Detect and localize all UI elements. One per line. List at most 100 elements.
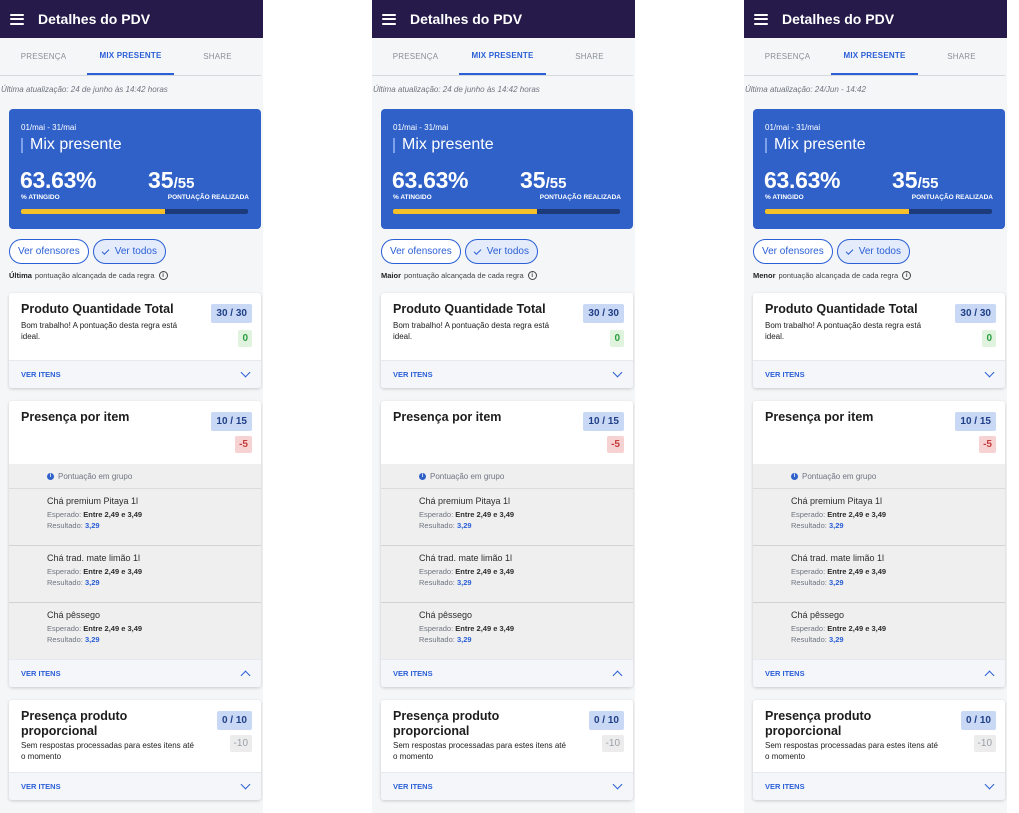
item-result: Resultado: 3,29 — [419, 635, 472, 644]
card-message: Bom trabalho! A pontuação desta regra es… — [393, 321, 550, 341]
check-icon — [473, 246, 482, 255]
card-message: Bom trabalho! A pontuação desta regra es… — [21, 321, 178, 341]
tab-share[interactable]: SHARE — [575, 52, 604, 61]
score-badge: 30 / 30 — [211, 304, 252, 323]
rule-card-produto: Produto Quantidade Total Bom trabalho! A… — [9, 293, 261, 388]
last-update: Última atualização: 24 de junho às 14:42… — [373, 85, 540, 94]
rule-card-produto: Produto Quantidade Total Bom trabalho! A… — [381, 293, 633, 388]
progress-fill — [393, 209, 538, 214]
tab-presenca[interactable]: PRESENÇA — [392, 52, 439, 61]
chevron-up-icon — [612, 670, 623, 681]
offenders-chip[interactable]: Ver ofensores — [753, 239, 833, 264]
ver-itens-button[interactable]: VER ITENS — [753, 360, 1005, 388]
ver-itens-button[interactable]: VER ITENS — [381, 659, 633, 687]
item-expected: Esperado: Entre 2,49 e 3,49 — [47, 624, 143, 633]
progress-fill — [21, 209, 166, 214]
check-icon — [845, 246, 854, 255]
ver-itens-button[interactable]: VER ITENS — [9, 772, 261, 800]
filter-chips: Ver ofensores Ver todos — [381, 239, 538, 264]
list-item: Chá trad. mate limão 1l Esperado: Entre … — [753, 546, 1005, 603]
app-bar: Detalhes do PDV — [0, 0, 263, 38]
offenders-chip[interactable]: Ver ofensores — [381, 239, 461, 264]
card-title: Presença produto proporcional — [21, 709, 128, 738]
item-name: Chá pêssego — [419, 610, 473, 620]
tab-mix-presente[interactable]: MIX PRESENTE — [459, 38, 546, 75]
item-expected: Esperado: Entre 2,49 e 3,49 — [791, 624, 887, 633]
card-title: Presença produto proporcional — [393, 709, 500, 738]
tab-mix-presente[interactable]: MIX PRESENTE — [87, 38, 174, 75]
item-name: Chá trad. mate limão 1l — [419, 553, 513, 563]
ver-itens-button[interactable]: VER ITENS — [381, 360, 633, 388]
info-icon[interactable]: i — [902, 271, 912, 280]
items-list: i Pontuação em grupo Chá premium Pitaya 1… — [381, 464, 633, 661]
item-name: Chá premium Pitaya 1l — [47, 496, 139, 506]
list-item: Chá premium Pitaya 1l Esperado: Entre 2,… — [381, 489, 633, 546]
app-bar: Detalhes do PDV — [744, 0, 1007, 38]
score-badge: 10 / 15 — [211, 412, 252, 431]
tab-bar: PRESENÇA MIX PRESENTE SHARE — [744, 38, 1005, 76]
percent-value: 63.63% — [392, 167, 469, 193]
item-expected: Esperado: Entre 2,49 e 3,49 — [47, 510, 143, 519]
tab-presenca[interactable]: PRESENÇA — [20, 52, 67, 61]
delta-badge: -10 — [229, 735, 252, 752]
tab-presenca[interactable]: PRESENÇA — [764, 52, 811, 61]
ver-itens-button[interactable]: VER ITENS — [381, 772, 633, 800]
rule-card-proporcional: Presença produto proporcional Sem respos… — [9, 700, 261, 800]
card-message: Sem respostas processadas para estes ite… — [393, 741, 566, 761]
list-item: Chá pêssego Esperado: Entre 2,49 e 3,49 … — [753, 603, 1005, 660]
items-list: i Pontuação em grupo Chá premium Pitaya 1… — [753, 464, 1005, 661]
card-title: Presença por item — [21, 410, 130, 424]
card-title: Produto Quantidade Total — [393, 302, 546, 316]
menu-icon[interactable] — [754, 13, 768, 25]
summary-card: 01/mai - 31/mai Mix presente 63.63% % AT… — [753, 109, 1005, 229]
menu-icon[interactable] — [10, 13, 24, 25]
progress-bar — [393, 209, 620, 214]
list-item: Chá premium Pitaya 1l Esperado: Entre 2,… — [753, 489, 1005, 546]
progress-bar — [21, 209, 248, 214]
card-title: Presença por item — [393, 410, 502, 424]
info-icon[interactable]: i — [527, 271, 537, 280]
progress-fill — [765, 209, 910, 214]
score-badge: 10 / 15 — [955, 412, 996, 431]
group-score-label: i Pontuação em grupo — [381, 464, 633, 489]
title-accent-bar — [21, 138, 23, 153]
all-chip[interactable]: Ver todos — [464, 239, 538, 264]
list-item: Chá trad. mate limão 1l Esperado: Entre … — [9, 546, 261, 603]
tab-bar: PRESENÇA MIX PRESENTE SHARE — [372, 38, 633, 76]
item-name: Chá trad. mate limão 1l — [47, 553, 141, 563]
item-expected: Esperado: Entre 2,49 e 3,49 — [419, 510, 515, 519]
score-value: 35/55 — [520, 167, 567, 193]
percent-value: 63.63% — [20, 167, 97, 193]
offenders-chip[interactable]: Ver ofensores — [9, 239, 89, 264]
score-badge: 0 / 10 — [960, 711, 996, 730]
rule-card-proporcional: Presença produto proporcional Sem respos… — [753, 700, 1005, 800]
score-label: PONTUAÇÃO REALIZADA — [167, 194, 249, 201]
item-result: Resultado: 3,29 — [47, 578, 100, 587]
summary-title: Mix presente — [402, 136, 494, 153]
ver-itens-button[interactable]: VER ITENS — [9, 659, 261, 687]
list-item: Chá premium Pitaya 1l Esperado: Entre 2,… — [9, 489, 261, 546]
all-chip[interactable]: Ver todos — [92, 239, 166, 264]
last-update: Última atualização: 24 de junho às 14:42… — [1, 85, 168, 94]
group-score-label: i Pontuação em grupo — [753, 464, 1005, 489]
item-result: Resultado: 3,29 — [419, 521, 472, 530]
chevron-up-icon — [240, 670, 251, 681]
rule-hint: Menor pontuação alcançada de cada regra i — [753, 271, 912, 280]
ver-itens-button[interactable]: VER ITENS — [9, 360, 261, 388]
ver-itens-button[interactable]: VER ITENS — [753, 659, 1005, 687]
list-item: Chá trad. mate limão 1l Esperado: Entre … — [381, 546, 633, 603]
info-icon[interactable]: i — [158, 271, 168, 280]
item-expected: Esperado: Entre 2,49 e 3,49 — [791, 510, 887, 519]
tab-share[interactable]: SHARE — [203, 52, 232, 61]
tab-mix-presente[interactable]: MIX PRESENTE — [831, 38, 918, 75]
rule-card-proporcional: Presença produto proporcional Sem respos… — [381, 700, 633, 800]
percent-label: % ATINGIDO — [393, 194, 432, 201]
menu-icon[interactable] — [382, 13, 396, 25]
item-expected: Esperado: Entre 2,49 e 3,49 — [419, 624, 515, 633]
all-chip[interactable]: Ver todos — [836, 239, 910, 264]
tab-share[interactable]: SHARE — [947, 52, 976, 61]
ver-itens-button[interactable]: VER ITENS — [753, 772, 1005, 800]
info-icon: i — [419, 472, 426, 480]
summary-card: 01/mai - 31/mai Mix presente 63.63% % AT… — [9, 109, 261, 229]
period-label: 01/mai - 31/mai — [21, 123, 77, 132]
